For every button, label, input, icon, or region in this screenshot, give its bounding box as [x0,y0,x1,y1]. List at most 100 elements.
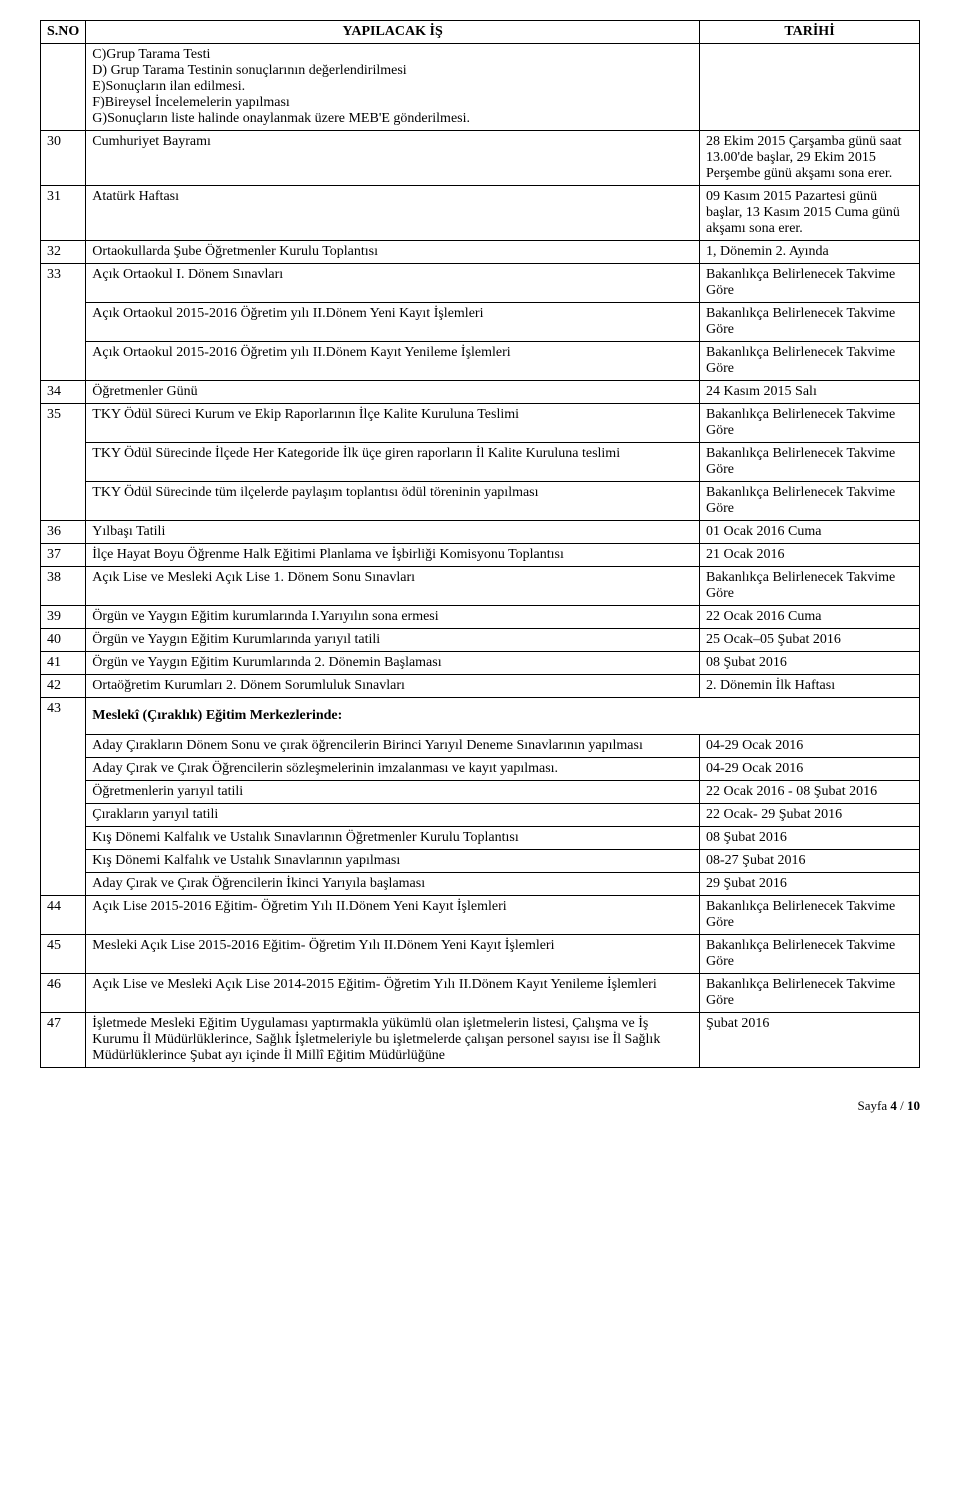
header-work: YAPILACAK İŞ [86,21,700,44]
table-row: 37İlçe Hayat Boyu Öğrenme Halk Eğitimi P… [41,544,920,567]
table-cell: 29 Şubat 2016 [700,873,920,896]
table-cell [41,44,86,131]
table-cell: İlçe Hayat Boyu Öğrenme Halk Eğitimi Pla… [86,544,700,567]
table-cell: 08 Şubat 2016 [700,652,920,675]
table-row: C)Grup Tarama TestiD) Grup Tarama Testin… [41,44,920,131]
header-date: TARİHİ [700,21,920,44]
table-cell: 21 Ocak 2016 [700,544,920,567]
table-cell: 28 Ekim 2015 Çarşamba günü saat 13.00'de… [700,131,920,186]
table-row: 33Açık Ortaokul I. Dönem SınavlarıBakanl… [41,264,920,303]
table-cell: 04-29 Ocak 2016 [700,735,920,758]
table-cell: 41 [41,652,86,675]
table-cell: Açık Lise 2015-2016 Eğitim- Öğretim Yılı… [86,896,700,935]
table-row: Aday Çırak ve Çırak Öğrencilerin İkinci … [41,873,920,896]
table-cell: Cumhuriyet Bayramı [86,131,700,186]
table-row: 30Cumhuriyet Bayramı28 Ekim 2015 Çarşamb… [41,131,920,186]
table-row: 38Açık Lise ve Mesleki Açık Lise 1. Döne… [41,567,920,606]
table-cell: Aday Çırakların Dönem Sonu ve çırak öğre… [86,735,700,758]
table-cell: 47 [41,1013,86,1068]
table-cell: Bakanlıkça Belirlenecek Takvime Göre [700,443,920,482]
table-cell: Çırakların yarıyıl tatili [86,804,700,827]
table-row: 45Mesleki Açık Lise 2015-2016 Eğitim- Öğ… [41,935,920,974]
table-cell: 36 [41,521,86,544]
table-cell: 1, Dönemin 2. Ayında [700,241,920,264]
table-header-row: S.NO YAPILACAK İŞ TARİHİ [41,21,920,44]
table-row: Açık Ortaokul 2015-2016 Öğretim yılı II.… [41,303,920,342]
table-cell: Mesleki Açık Lise 2015-2016 Eğitim- Öğre… [86,935,700,974]
table-cell: Örgün ve Yaygın Eğitim Kurumlarında yarı… [86,629,700,652]
table-cell: Bakanlıkça Belirlenecek Takvime Göre [700,896,920,935]
table-row: Aday Çırak ve Çırak Öğrencilerin sözleşm… [41,758,920,781]
table-cell: Bakanlıkça Belirlenecek Takvime Göre [700,567,920,606]
table-cell: Örgün ve Yaygın Eğitim Kurumlarında 2. D… [86,652,700,675]
header-sno: S.NO [41,21,86,44]
table-cell: Kış Dönemi Kalfalık ve Ustalık Sınavları… [86,850,700,873]
table-row: Çırakların yarıyıl tatili22 Ocak- 29 Şub… [41,804,920,827]
page-separator: / [900,1098,904,1113]
page-number: 4 [890,1098,897,1113]
table-cell: 33 [41,264,86,381]
table-cell: Bakanlıkça Belirlenecek Takvime Göre [700,935,920,974]
page-label: Sayfa [858,1098,888,1113]
group-heading: Meslekî (Çıraklık) Eğitim Merkezlerinde: [92,708,342,723]
table-row: 31Atatürk Haftası09 Kasım 2015 Pazartesi… [41,186,920,241]
table-cell: Ortaokullarda Şube Öğretmenler Kurulu To… [86,241,700,264]
table-cell: 22 Ocak 2016 - 08 Şubat 2016 [700,781,920,804]
table-row: 44Açık Lise 2015-2016 Eğitim- Öğretim Yı… [41,896,920,935]
table-cell: 34 [41,381,86,404]
table-cell: 38 [41,567,86,606]
table-cell: Meslekî (Çıraklık) Eğitim Merkezlerinde: [86,698,920,735]
table-row: 32Ortaokullarda Şube Öğretmenler Kurulu … [41,241,920,264]
table-cell: Kış Dönemi Kalfalık ve Ustalık Sınavları… [86,827,700,850]
table-cell: TKY Ödül Süreci Kurum ve Ekip Raporların… [86,404,700,443]
table-cell: Atatürk Haftası [86,186,700,241]
table-cell: Bakanlıkça Belirlenecek Takvime Göre [700,303,920,342]
table-cell: 45 [41,935,86,974]
table-cell: 37 [41,544,86,567]
table-row: TKY Ödül Sürecinde tüm ilçelerde paylaşı… [41,482,920,521]
table-cell: Bakanlıkça Belirlenecek Takvime Göre [700,482,920,521]
table-cell: 39 [41,606,86,629]
table-cell: 42 [41,675,86,698]
page-footer: Sayfa 4 / 10 [40,1098,920,1114]
table-cell: Ortaöğretim Kurumları 2. Dönem Sorumlulu… [86,675,700,698]
table-row: 35TKY Ödül Süreci Kurum ve Ekip Raporlar… [41,404,920,443]
table-row: Öğretmenlerin yarıyıl tatili22 Ocak 2016… [41,781,920,804]
table-cell: 40 [41,629,86,652]
table-cell: Şubat 2016 [700,1013,920,1068]
table-row: 40Örgün ve Yaygın Eğitim Kurumlarında ya… [41,629,920,652]
table-row: Açık Ortaokul 2015-2016 Öğretim yılı II.… [41,342,920,381]
work-calendar-table: S.NO YAPILACAK İŞ TARİHİ C)Grup Tarama T… [40,20,920,1068]
table-cell: 24 Kasım 2015 Salı [700,381,920,404]
table-cell: Bakanlıkça Belirlenecek Takvime Göre [700,342,920,381]
table-cell: 31 [41,186,86,241]
table-row: 42Ortaöğretim Kurumları 2. Dönem Sorumlu… [41,675,920,698]
table-row: 36Yılbaşı Tatili01 Ocak 2016 Cuma [41,521,920,544]
table-row: 39Örgün ve Yaygın Eğitim kurumlarında I.… [41,606,920,629]
table-cell: 08 Şubat 2016 [700,827,920,850]
table-cell: Bakanlıkça Belirlenecek Takvime Göre [700,264,920,303]
table-row: 41Örgün ve Yaygın Eğitim Kurumlarında 2.… [41,652,920,675]
table-cell: Açık Ortaokul 2015-2016 Öğretim yılı II.… [86,303,700,342]
table-cell: 32 [41,241,86,264]
table-cell: TKY Ödül Sürecinde tüm ilçelerde paylaşı… [86,482,700,521]
table-row: Kış Dönemi Kalfalık ve Ustalık Sınavları… [41,827,920,850]
table-cell: 43 [41,698,86,896]
table-cell: Yılbaşı Tatili [86,521,700,544]
table-cell: 44 [41,896,86,935]
table-cell: Örgün ve Yaygın Eğitim kurumlarında I.Ya… [86,606,700,629]
table-cell: Açık Lise ve Mesleki Açık Lise 2014-2015… [86,974,700,1013]
table-cell: 01 Ocak 2016 Cuma [700,521,920,544]
table-row: Kış Dönemi Kalfalık ve Ustalık Sınavları… [41,850,920,873]
table-cell: 22 Ocak 2016 Cuma [700,606,920,629]
table-cell: C)Grup Tarama TestiD) Grup Tarama Testin… [86,44,700,131]
table-cell: 22 Ocak- 29 Şubat 2016 [700,804,920,827]
table-row: 34Öğretmenler Günü24 Kasım 2015 Salı [41,381,920,404]
table-cell: İşletmede Mesleki Eğitim Uygulaması yapt… [86,1013,700,1068]
table-cell: 30 [41,131,86,186]
table-cell: 09 Kasım 2015 Pazartesi günü başlar, 13 … [700,186,920,241]
table-cell: Öğretmenler Günü [86,381,700,404]
table-cell: Bakanlıkça Belirlenecek Takvime Göre [700,974,920,1013]
table-cell: 04-29 Ocak 2016 [700,758,920,781]
table-row: 43Meslekî (Çıraklık) Eğitim Merkezlerind… [41,698,920,735]
